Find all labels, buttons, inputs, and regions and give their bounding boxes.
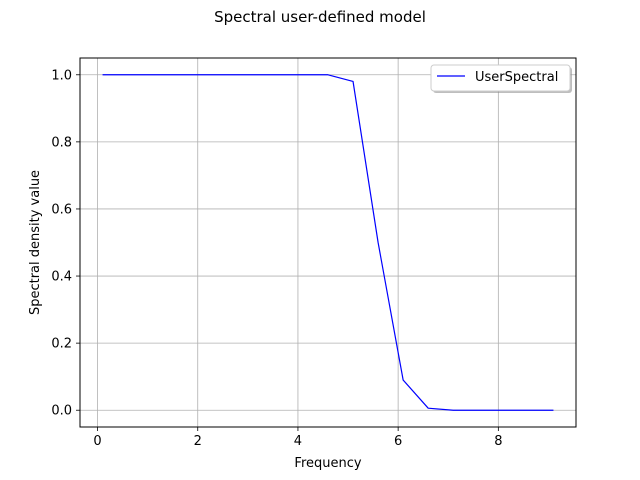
legend-box xyxy=(430,64,571,92)
y-tick-label: 0.8 xyxy=(51,135,72,150)
x-tick-label: 4 xyxy=(294,434,302,449)
legend: UserSpectral xyxy=(430,64,572,93)
y-tick-label: 0.4 xyxy=(51,270,72,285)
y-tick-label: 0.2 xyxy=(51,337,72,352)
ticks: 0 2 4 6 8 0.0 0.2 0.4 0.6 0.8 1.0 xyxy=(51,68,502,449)
x-tick-label: 6 xyxy=(394,434,402,449)
legend-label-userspectral: UserSpectral xyxy=(475,70,558,85)
y-axis-label: Spectral density value xyxy=(28,170,43,315)
chart-title: Spectral user-defined model xyxy=(214,8,426,26)
plot-frame xyxy=(79,57,577,428)
x-tick-label: 0 xyxy=(93,434,101,449)
x-axis-label: Frequency xyxy=(294,456,361,471)
series-line-userspectral xyxy=(102,74,554,411)
y-tick-label: 1.0 xyxy=(51,68,72,83)
x-tick-label: 8 xyxy=(494,434,502,449)
y-tick-label: 0.0 xyxy=(51,404,72,419)
x-tick-label: 2 xyxy=(194,434,202,449)
series-layer xyxy=(102,74,554,411)
y-tick-label: 0.6 xyxy=(51,202,72,217)
